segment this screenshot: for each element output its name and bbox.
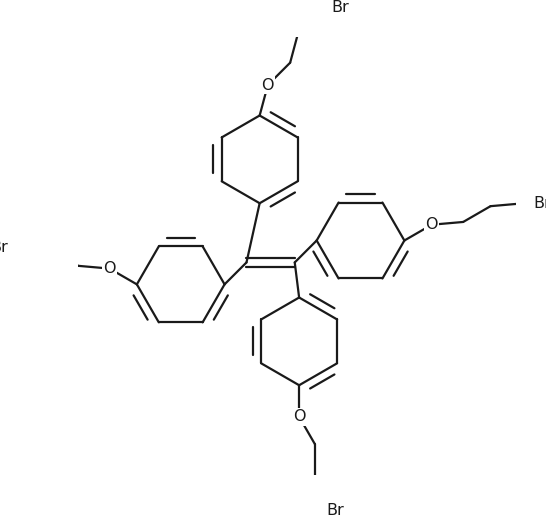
Text: Br: Br — [331, 0, 349, 15]
Text: Br: Br — [0, 240, 8, 255]
Text: Br: Br — [326, 503, 344, 518]
Text: O: O — [103, 261, 116, 276]
Text: O: O — [262, 78, 274, 93]
Text: O: O — [425, 217, 438, 232]
Text: O: O — [293, 409, 305, 424]
Text: Br: Br — [533, 196, 546, 211]
